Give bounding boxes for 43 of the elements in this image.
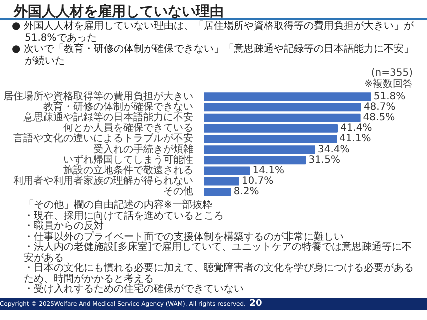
bar [204, 114, 361, 122]
text: (n=355) [371, 68, 413, 79]
y-tick-label: 言語や文化の違いによるトラブルが不安 [14, 132, 194, 145]
text: 「その他」欄の自由記述の内容※一部抜粋 [24, 200, 214, 211]
y-tick-label: その他 [164, 186, 194, 198]
bar [204, 166, 250, 176]
text: 20 [250, 299, 262, 309]
bar [204, 156, 306, 165]
text: ・日本の文化にも慣れる必要に加えて、聴覚障害者の文化を学び身につける必要があるため、時間がかかると考える [24, 263, 415, 284]
data-label: 48.5% [363, 112, 396, 124]
y-tick-label: 何とか人員を確保できている [64, 123, 194, 134]
text: ・仕事以外のプライベート面での支援体制を構築するのが非常に難しい [24, 232, 344, 242]
text: ・現在、採用に向けて話を進めているところ [24, 210, 225, 222]
text: ・職員からの反対 [24, 221, 104, 232]
data-label: 34.4% [318, 144, 350, 156]
y-tick-label: 受入れの手続きが煩雑 [94, 143, 194, 156]
bar [204, 146, 316, 154]
data-label: 31.5% [308, 154, 340, 166]
bar [204, 188, 232, 196]
y-tick-label: 意思疎通や記録等の日本語能力に不安 [22, 112, 194, 124]
data-label: 41.4% [340, 123, 372, 134]
text: ・受け入れするための住宅の確保ができていない [24, 284, 245, 296]
data-label: 41.1% [340, 134, 372, 145]
bar [204, 135, 338, 144]
text: ※複数回答 [364, 79, 413, 90]
bar [204, 103, 362, 112]
text: ● 外国人人材を雇用していない理由は、「居住場所や資格取得等の費用負担が大きい」が51.8%であった [12, 21, 415, 44]
data-label: 51.8% [374, 91, 406, 102]
chart-title: 外国人人材を雇用していない理由 [14, 2, 224, 20]
y-tick-label: 居住場所や資格取得等の費用負担が大きい [4, 90, 194, 102]
y-tick-label: 教育・研修の体制が確保できない [44, 100, 194, 113]
data-label: 8.2% [234, 186, 260, 198]
y-tick-label: 利用者や利用者家族の理解が得られない [14, 175, 194, 188]
bar [204, 124, 338, 133]
text: ● 次いで「教育・研修の体制が確保できない」「意思疎通や記録等の日本語能力に不安」が続いた [12, 44, 415, 67]
y-tick-label: 施設の立地条件で敬遠される [64, 164, 194, 176]
text: ・法人内の老健施設[多床室]で雇用していて、ユニットケアの特養では意思疎通等に不安がある [24, 242, 413, 264]
y-tick-label: いずれ帰国してしまう可能性 [64, 154, 194, 166]
bar [204, 92, 372, 102]
data-label: 48.7% [364, 102, 396, 113]
data-label: 10.7% [242, 176, 274, 188]
data-label: 14.1% [252, 165, 285, 176]
bar [204, 177, 240, 186]
